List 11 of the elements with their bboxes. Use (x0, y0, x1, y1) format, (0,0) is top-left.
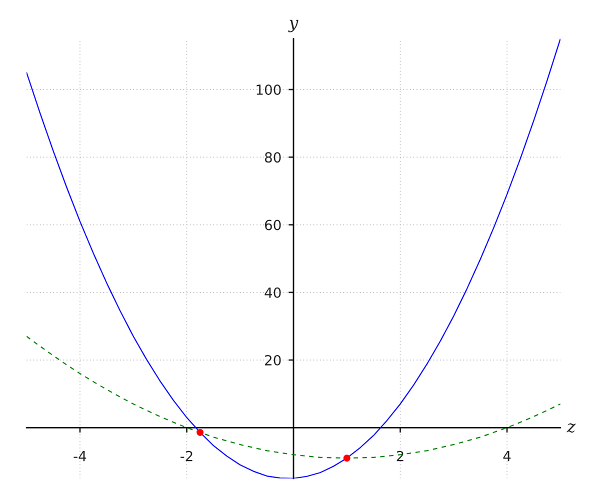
x-tick-label: -4 (74, 451, 86, 462)
x-axis-title: z (566, 423, 576, 433)
x-tick-label: -2 (180, 450, 192, 462)
x-tick-label: 4 (503, 451, 511, 462)
y-tick-label: 80 (264, 152, 281, 163)
y-tick-label: 60 (264, 220, 281, 230)
y-tick-label: 20 (265, 355, 281, 366)
y-axis-title: y (288, 20, 298, 32)
line-series (26, 38, 560, 478)
y-tick-label: 100 (256, 84, 281, 95)
y-tick-label: 40 (264, 287, 281, 298)
